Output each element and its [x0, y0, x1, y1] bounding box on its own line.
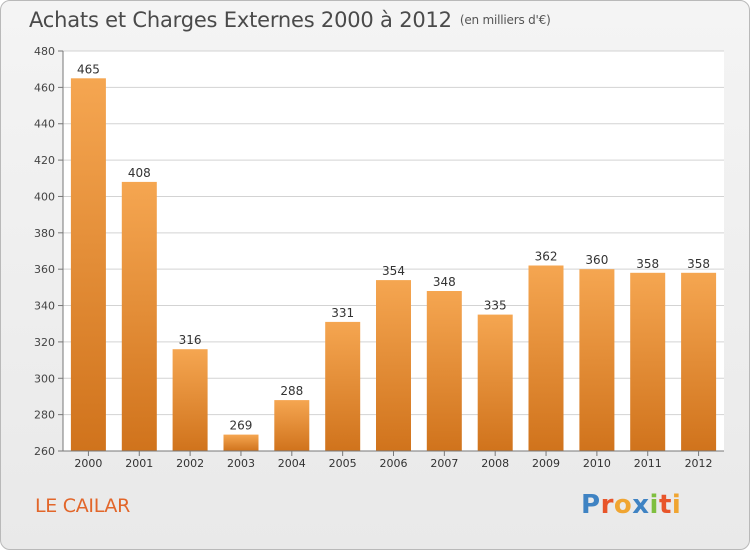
- bar-2009: [528, 265, 564, 451]
- chart-title: Achats et Charges Externes 2000 à 2012 (e…: [29, 8, 551, 32]
- y-tick-label: 320: [34, 336, 55, 349]
- x-tick-label-2010: 2010: [583, 457, 611, 470]
- bar-2012: [681, 272, 717, 451]
- bar-2006: [376, 280, 411, 451]
- data-label-2001: 408: [128, 166, 151, 180]
- bar-2010: [579, 269, 615, 451]
- commune-name: LE CAILAR: [35, 495, 131, 517]
- y-tick-label: 300: [34, 372, 55, 385]
- logo-letter: r: [600, 490, 614, 520]
- bar-2000: [70, 78, 106, 452]
- logo-letter: P: [581, 490, 601, 520]
- x-tick-label-2008: 2008: [481, 457, 509, 470]
- x-tick-label-2004: 2004: [278, 457, 306, 470]
- bar-2001: [121, 181, 157, 451]
- bars-group: 465 408 316 269 288 331 354 348 335 362 360 358 358: [70, 62, 717, 452]
- data-label-2009: 362: [535, 250, 558, 264]
- bar-2007: [426, 291, 462, 451]
- x-tick-label-2007: 2007: [430, 457, 458, 470]
- data-label-2010: 360: [585, 253, 608, 267]
- x-tick-label-2000: 2000: [74, 457, 102, 470]
- x-tick-label-2005: 2005: [329, 457, 357, 470]
- x-tick-label-2009: 2009: [532, 457, 560, 470]
- y-tick-label: 340: [34, 300, 55, 313]
- y-tick-label: 260: [34, 445, 55, 458]
- bar-2011: [630, 272, 666, 451]
- y-tick-label: 360: [34, 263, 55, 276]
- data-label-2006: 354: [382, 264, 405, 278]
- data-label-2005: 331: [331, 306, 354, 320]
- logo-letter: o: [613, 490, 633, 520]
- bar-2004: [274, 400, 310, 451]
- y-tick-label: 400: [34, 190, 55, 203]
- y-tick-label: 440: [34, 118, 55, 131]
- x-tick-label-2012: 2012: [685, 457, 713, 470]
- x-tick-label-2003: 2003: [227, 457, 255, 470]
- chart-title-text: Achats et Charges Externes 2000 à 2012: [29, 8, 452, 32]
- logo-letter: x: [632, 490, 650, 520]
- data-label-2000: 465: [77, 62, 100, 76]
- x-tick-label-2002: 2002: [176, 457, 204, 470]
- x-tick-label-2001: 2001: [125, 457, 153, 470]
- data-label-2012: 358: [687, 257, 710, 271]
- y-tick-label: 480: [34, 45, 55, 58]
- bar-2003: [223, 434, 259, 451]
- axes-group: 260 280 300 320 340 360 380 400 420 440 460 480 2000…: [34, 45, 724, 470]
- x-tick-label-2011: 2011: [634, 457, 662, 470]
- data-label-2011: 358: [636, 257, 659, 271]
- bar-2005: [325, 321, 361, 451]
- bar-2002: [172, 349, 208, 451]
- y-tick-label: 280: [34, 409, 55, 422]
- logo-letter: i: [671, 490, 682, 520]
- data-label-2004: 288: [280, 384, 303, 398]
- y-tick-label: 380: [34, 227, 55, 240]
- y-tick-label: 420: [34, 154, 55, 167]
- data-label-2003: 269: [230, 419, 253, 433]
- logo-letter: i: [649, 490, 659, 520]
- y-tick-label: 460: [34, 81, 55, 94]
- x-tick-label-2006: 2006: [380, 457, 408, 470]
- bar-2008: [477, 314, 513, 451]
- proxiti-logo[interactable]: Proxiti: [581, 490, 681, 520]
- data-label-2002: 316: [179, 333, 202, 347]
- data-label-2007: 348: [433, 275, 456, 289]
- logo-letter: t: [658, 490, 672, 520]
- chart-unit: (en milliers d'€): [459, 13, 551, 27]
- data-label-2008: 335: [484, 299, 507, 313]
